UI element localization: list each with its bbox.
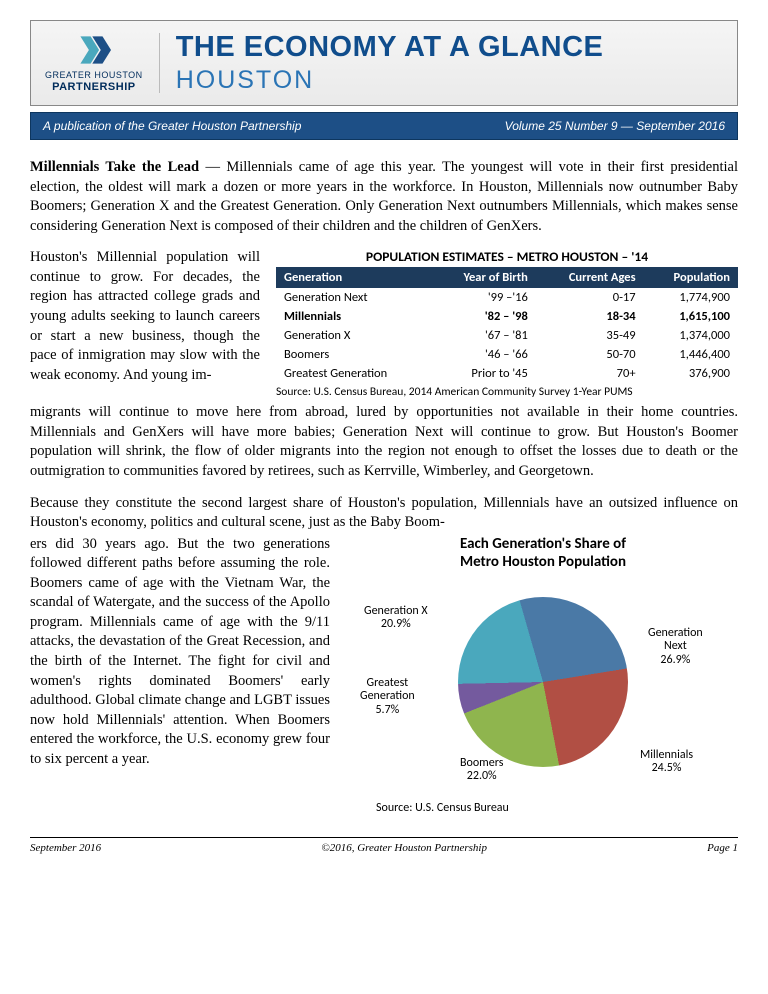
table-row: Greatest GenerationPrior to '4570+376,90…	[276, 364, 738, 383]
pie-graphic	[458, 597, 628, 767]
chart-title-1: Each Generation's Share of	[460, 535, 626, 553]
table-row: Generation Next'99 –'160-171,774,900	[276, 288, 738, 307]
banner-right: Volume 25 Number 9 — September 2016	[505, 119, 725, 133]
footer-left: September 2016	[30, 842, 101, 854]
page-title: THE ECONOMY AT A GLANCE	[176, 31, 604, 64]
pie-label: Generation X20.9%	[364, 605, 428, 633]
logo-text-top: GREATER HOUSTON	[45, 70, 143, 80]
pie-label: GreatestGeneration5.7%	[360, 677, 415, 718]
page-subtitle: HOUSTON	[176, 66, 604, 95]
banner: A publication of the Greater Houston Par…	[30, 112, 738, 140]
paragraph-3a: Because they constitute the second large…	[30, 494, 738, 533]
table-header: Population	[644, 267, 738, 288]
chart-title-2: Metro Houston Population	[460, 553, 626, 571]
table-row: Millennials'82 – '9818-341,615,100	[276, 307, 738, 326]
pie-label: Boomers22.0%	[460, 757, 503, 785]
paragraph-2b: migrants will continue to move here from…	[30, 403, 738, 481]
footer-right: Page 1	[707, 842, 738, 854]
pie-label: GenerationNext26.9%	[648, 627, 703, 668]
population-table: POPULATION ESTIMATES – METRO HOUSTON – '…	[276, 248, 738, 399]
paragraph-2a: Houston's Millennial population will con…	[30, 248, 260, 399]
pie-label: Millennials24.5%	[640, 749, 693, 777]
table-title: POPULATION ESTIMATES – METRO HOUSTON – '…	[276, 248, 738, 265]
table-header: Current Ages	[536, 267, 644, 288]
paragraph-1: Millennials Take the Lead — Millennials …	[30, 158, 738, 236]
chart-source: Source: U.S. Census Bureau	[376, 801, 738, 815]
header: GREATER HOUSTON PARTNERSHIP THE ECONOMY …	[30, 20, 738, 106]
paragraph-3b: ers did 30 years ago. But the two genera…	[30, 535, 330, 815]
table-row: Generation X'67 – '8135-491,374,000	[276, 326, 738, 345]
lead: Millennials Take the Lead	[30, 159, 199, 175]
table-header: Year of Birth	[431, 267, 536, 288]
logo-text-bottom: PARTNERSHIP	[52, 81, 136, 93]
footer: September 2016 ©2016, Greater Houston Pa…	[30, 837, 738, 854]
table-source: Source: U.S. Census Bureau, 2014 America…	[276, 385, 738, 399]
table-header: Generation	[276, 267, 431, 288]
logo: GREATER HOUSTON PARTNERSHIP	[45, 33, 160, 93]
pie-chart: Each Generation's Share of Metro Houston…	[348, 535, 738, 815]
table-row: Boomers'46 – '6650-701,446,400	[276, 345, 738, 364]
banner-left: A publication of the Greater Houston Par…	[43, 119, 301, 133]
chevron-icon	[77, 33, 111, 67]
footer-center: ©2016, Greater Houston Partnership	[321, 842, 487, 854]
